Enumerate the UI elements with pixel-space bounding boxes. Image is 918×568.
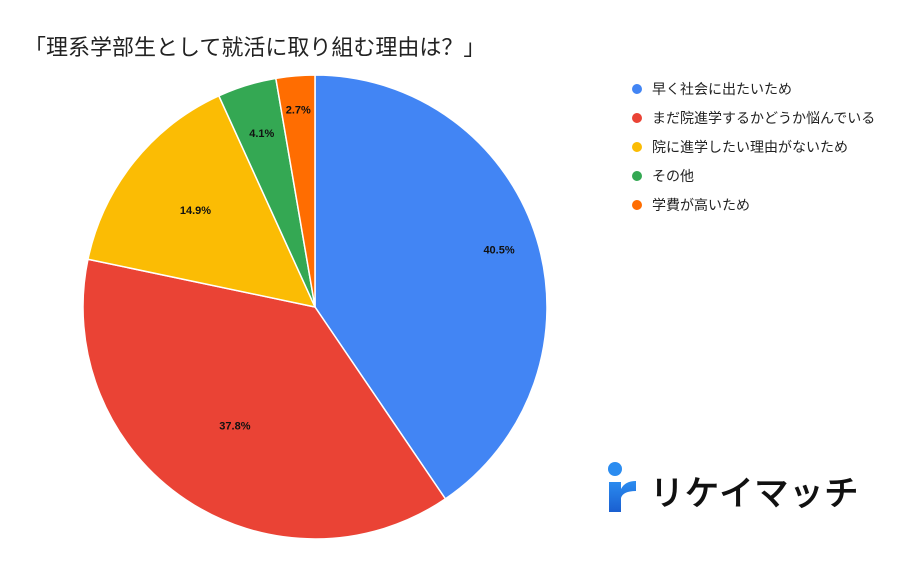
pie-slice-undecided — [82, 258, 447, 540]
pie-data-labels: 40.5% 37.8% 14.9% 4.1% 2.7% — [180, 104, 515, 432]
pie-slice-tuition — [274, 74, 316, 308]
legend-item-other: その他 — [632, 161, 875, 190]
legend-swatch — [632, 112, 642, 123]
legend-swatch — [632, 199, 642, 210]
legend-label: 学費が高いため — [652, 197, 750, 214]
logo-r-icon — [608, 462, 636, 512]
data-label: 37.8% — [219, 420, 250, 432]
legend-item-undecided: まだ院進学するかどうか悩んでいる — [632, 103, 875, 132]
legend-label: まだ院進学するかどうか悩んでいる — [652, 110, 876, 127]
legend-swatch — [632, 83, 642, 94]
legend-label: 早く社会に出たいため — [652, 81, 792, 98]
legend-label: 院に進学したい理由がないため — [652, 139, 848, 156]
data-label: 2.7% — [286, 104, 311, 116]
chart-title: 「理系学部生として就活に取り組む理由は？」 — [24, 36, 486, 61]
legend-item-early-career: 早く社会に出たいため — [632, 74, 875, 103]
data-label: 40.5% — [483, 244, 514, 256]
pie-slice-no-reason — [87, 94, 317, 309]
logo-text: リケイマッチ — [650, 474, 860, 514]
data-label: 14.9% — [180, 205, 211, 217]
legend: 早く社会に出たいため まだ院進学するかどうか悩んでいる 院に進学したい理由がない… — [632, 74, 875, 219]
pie-slices — [82, 74, 548, 540]
data-label: 4.1% — [249, 128, 274, 140]
legend-swatch — [632, 141, 642, 152]
rikeimatch-logo: リケイマッチ — [606, 460, 866, 514]
legend-item-no-reason: 院に進学したい理由がないため — [632, 132, 875, 161]
legend-item-tuition: 学費が高いため — [632, 190, 875, 219]
legend-swatch — [632, 170, 642, 181]
pie-slice-early-career — [314, 74, 548, 500]
legend-label: その他 — [652, 168, 694, 185]
